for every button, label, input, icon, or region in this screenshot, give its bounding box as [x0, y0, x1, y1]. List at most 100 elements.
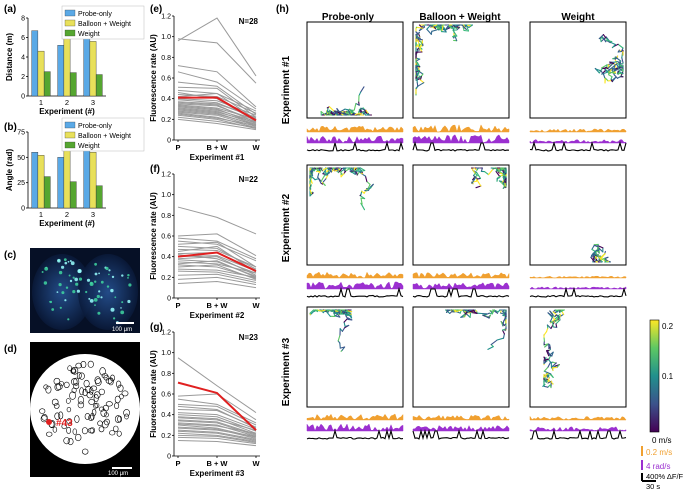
speed-trace — [529, 275, 627, 279]
roi-outline — [43, 384, 49, 390]
path-segment — [543, 360, 548, 365]
cell-trace — [177, 245, 257, 273]
path-segment — [603, 74, 606, 80]
path-segment — [468, 310, 473, 313]
path-segment — [452, 29, 458, 37]
cell-trace — [177, 432, 257, 443]
path-segment — [473, 175, 479, 180]
arena-frame — [306, 21, 404, 119]
path-segment — [617, 50, 623, 53]
x-tick-label: 3 — [91, 210, 95, 219]
y-tick-label: 0.6 — [161, 76, 171, 83]
bar — [89, 152, 97, 209]
cell — [94, 280, 97, 283]
bar — [69, 72, 77, 97]
path-segment — [483, 315, 490, 319]
cell — [76, 289, 80, 293]
legend-entry: Weight — [78, 31, 100, 38]
path-segment — [360, 86, 365, 93]
path-segment — [502, 320, 505, 327]
scale-label-c: 100 μm — [112, 327, 132, 333]
x-tick-label: 1 — [39, 210, 43, 219]
chart-g-experiment-3: 0 0.2 0.4 0.6 0.8 1.0 1.2 P B + W W N=23 Experiment… — [149, 330, 260, 479]
cell-trace — [177, 106, 257, 122]
mean-trace — [177, 251, 257, 273]
path-segment — [472, 176, 476, 181]
cell — [74, 277, 78, 282]
path-segment — [415, 60, 419, 67]
y-tick-label: 6 — [21, 35, 25, 42]
x-axis-label: Experiment (#) — [39, 219, 95, 228]
x-tick-label: P — [175, 301, 180, 310]
path-segment — [606, 39, 613, 43]
path-segment — [464, 309, 470, 315]
path-segment — [503, 315, 507, 322]
cell-trace — [177, 233, 257, 257]
path-segment — [449, 309, 455, 314]
path-segment — [463, 29, 470, 32]
cell — [64, 299, 67, 302]
roi-outline — [98, 426, 105, 433]
cell-trace — [177, 102, 257, 123]
roi-outline — [54, 383, 61, 391]
cell — [98, 272, 100, 275]
roi-outline — [98, 406, 105, 412]
speed-trace — [529, 415, 627, 421]
y-tick-label: 4 — [21, 55, 25, 62]
roi-outline — [117, 384, 124, 392]
y-axis-label: Distance (m) — [5, 33, 14, 81]
cell-trace — [177, 430, 257, 441]
roi-outline — [61, 423, 67, 430]
path-segment — [330, 112, 337, 116]
path-segment — [483, 171, 490, 176]
arena-frame — [529, 306, 627, 408]
cell — [110, 288, 114, 293]
path-segment — [620, 47, 624, 53]
roi-outline — [94, 402, 100, 409]
y-tick-label: 2 — [21, 74, 25, 81]
path-segment — [419, 71, 424, 75]
path-segment — [415, 32, 420, 35]
cell — [43, 281, 48, 285]
y-tick-label: 0.2 — [161, 433, 171, 440]
path-segment — [621, 57, 624, 64]
scalebar-fluor-label: 400% ΔF/F — [646, 472, 684, 481]
y-tick-label: 75 — [17, 130, 25, 137]
cell — [121, 274, 124, 277]
roi-outline — [78, 372, 85, 380]
path-segment — [360, 107, 366, 111]
colorbar-tick-mid: 0.1 — [662, 372, 674, 381]
path-segment — [309, 178, 312, 184]
bar — [43, 176, 51, 209]
cell — [51, 308, 55, 311]
path-segment — [339, 346, 346, 349]
cell — [110, 307, 115, 312]
path-segment — [345, 167, 352, 172]
path-segment — [621, 67, 624, 73]
cell-trace — [177, 260, 257, 278]
cell-trace — [177, 409, 257, 428]
bar — [95, 185, 103, 209]
speed-trace — [412, 124, 510, 133]
roi-outline — [63, 437, 70, 445]
y-tick-label: 0 — [21, 94, 25, 101]
fluorescence-trace — [412, 140, 510, 152]
roi-outline — [45, 431, 53, 437]
roi-43-label: #43 — [56, 418, 73, 429]
x-tick-label: P — [175, 143, 180, 152]
path-segment — [547, 361, 551, 368]
bar — [43, 71, 51, 97]
path-segment — [462, 26, 465, 32]
scalebar-angular-label: 4 rad/s — [646, 462, 670, 471]
path-segment — [498, 172, 505, 175]
path-segment — [613, 74, 618, 79]
path-segment — [465, 24, 470, 32]
x-axis-label: Experiment #3 — [190, 469, 245, 478]
trajectory-exp2-col1 — [306, 164, 404, 298]
roi-outline — [74, 433, 82, 442]
path-segment — [321, 167, 328, 172]
cell-trace — [177, 245, 257, 270]
fluorescent-cells — [41, 258, 132, 325]
arena-frame — [306, 306, 404, 408]
cell — [94, 262, 97, 266]
